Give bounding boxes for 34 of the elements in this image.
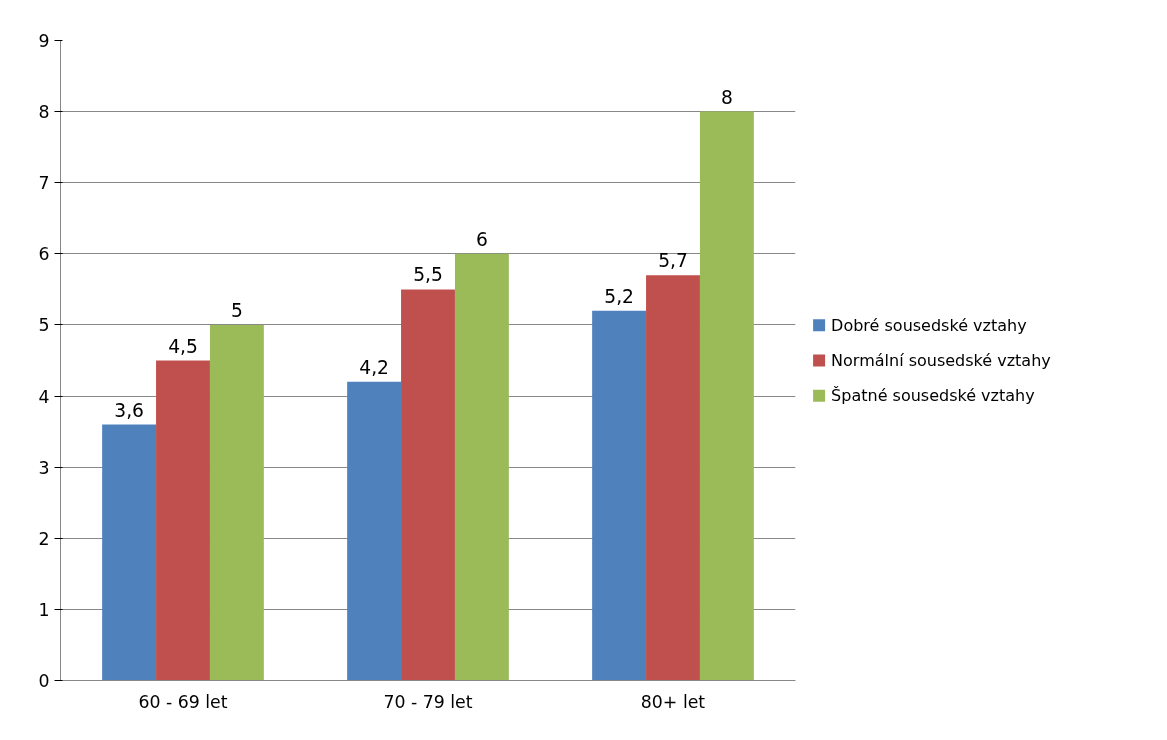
y-tick-label: 9	[38, 31, 50, 51]
x-tick-label: 80+ let	[640, 691, 706, 712]
bar	[401, 289, 455, 681]
bar	[156, 360, 210, 681]
bar	[646, 275, 700, 681]
y-tick-label: 5	[38, 315, 50, 336]
x-tick-label: 70 - 79 let	[383, 691, 473, 712]
y-tick-label: 8	[38, 102, 50, 123]
y-tick-label: 7	[38, 173, 50, 194]
y-tick-label: 2	[38, 528, 50, 549]
data-label: 3,6	[114, 399, 144, 421]
legend-label: Normální sousedské vztahy	[831, 351, 1051, 370]
y-tick-label: 4	[38, 386, 50, 407]
data-label: 5	[230, 299, 243, 321]
x-tick-label: 60 - 69 let	[138, 691, 228, 712]
bar	[209, 324, 264, 681]
data-label: 4,5	[168, 335, 198, 357]
data-label: 4,2	[359, 356, 389, 378]
y-tick-label: 1	[38, 599, 50, 620]
bar	[347, 381, 402, 681]
bar	[592, 310, 647, 681]
data-label: 8	[720, 86, 733, 108]
bar	[102, 424, 157, 681]
y-tick-label: 0	[38, 671, 50, 691]
bar	[699, 111, 754, 681]
bar	[454, 253, 509, 681]
legend-label: Dobré sousedské vztahy	[831, 315, 1027, 335]
y-tick-label: 6	[38, 244, 50, 265]
data-label: 5,5	[413, 264, 443, 286]
data-label: 5,2	[604, 285, 634, 307]
legend-label: Špatné sousedské vztahy	[831, 386, 1035, 406]
data-label: 6	[475, 228, 488, 250]
data-label: 5,7	[658, 250, 688, 272]
y-tick-label: 3	[38, 457, 50, 478]
